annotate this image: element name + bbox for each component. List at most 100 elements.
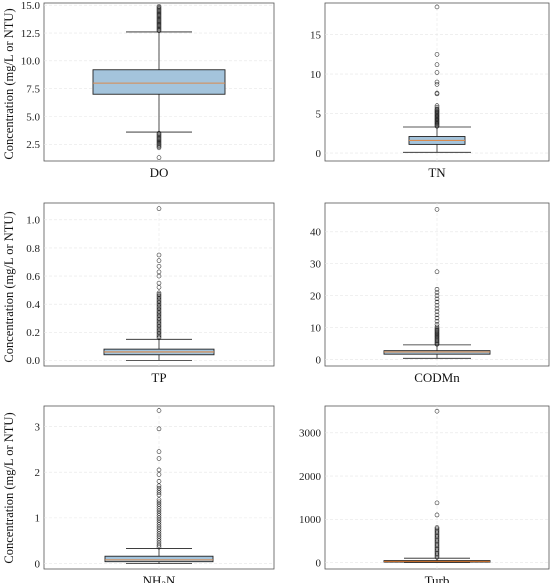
outlier-point [156,10,162,16]
outlier-point [156,25,162,30]
outlier-point [434,408,440,414]
outlier-point [156,501,162,507]
outlier-point [434,324,440,330]
outlier-point [156,22,162,28]
outlier-point [156,138,162,144]
outlier-point [434,512,440,518]
outlier-point [434,290,440,295]
y-tick-label: 0 [35,558,41,570]
outlier-point [156,206,162,211]
y-tick-label: 0.8 [26,243,40,255]
outlier-point [156,26,162,31]
outlier-point [156,19,162,25]
outlier-point [156,538,162,543]
outlier-point [156,18,162,24]
outlier-point [156,280,162,286]
outlier-point [156,24,162,29]
outlier-point [156,508,162,514]
y-tick-label: 0 [316,148,322,160]
x-category-label: TN [428,165,446,180]
y-tick-label: 5.0 [26,111,40,123]
y-axis-title-row1: Concentration (mg/L or NTU) [2,8,16,159]
y-tick-label: 20 [310,290,322,302]
iqr-box [104,555,214,563]
y-tick-label: 5 [316,108,322,120]
outlier-point [156,137,162,143]
outlier-point [434,500,440,506]
outlier-point [434,527,440,533]
y-tick-label: 10.0 [21,56,41,68]
outlier-point [156,155,162,160]
outlier-point [156,7,162,12]
outlier-point [156,4,162,9]
outlier-point [156,449,162,454]
outlier-point [156,292,162,297]
y-tick-label: 0.6 [26,271,40,283]
outlier-point [434,269,440,274]
x-category-label: Turb [425,573,450,583]
outlier-point [156,136,162,142]
x-category-label: NH3N [143,573,176,583]
outlier-point [156,542,162,548]
outlier-point [156,490,162,496]
outlier-point [434,79,440,85]
outlier-point [156,290,162,296]
outlier-point [156,408,162,413]
y-tick-label: 2 [35,467,41,479]
outlier-point [156,263,162,269]
outlier-point [156,9,162,15]
outlier-point [156,133,162,138]
outlier-point [434,4,440,10]
y-tick-label: 2000 [299,471,322,483]
y-tick-label: 3 [35,421,41,433]
outlier-point [156,14,162,19]
outlier-point [156,16,162,21]
outlier-point [434,299,440,305]
panel-nh3n: 0 1 2 3 NH3N [35,405,275,583]
panel-turb: 0 1000 2000 3000 Turb [299,405,550,583]
outlier-point [434,296,440,302]
outlier-point [434,207,440,212]
outlier-point [156,258,162,263]
y-tick-label: 12.5 [21,28,41,40]
outlier-point [434,70,440,75]
y-axis-title-row3: Concentration (mg/L or NTU) [2,412,16,563]
outlier-point [156,488,162,493]
outlier-point [434,526,440,532]
outlier-point [156,140,162,146]
outlier-point [434,318,440,324]
y-axis-title-row2: Concentration (mg/L or NTU) [2,211,16,362]
outlier-point [156,531,162,537]
outlier-point [156,497,162,502]
outlier-point [156,529,162,534]
outlier-point [156,145,162,150]
outlier-point [156,467,162,473]
y-tick-label: 0.4 [26,299,40,311]
outlier-point [156,524,162,530]
outlier-point [156,472,162,477]
outlier-point [156,527,162,532]
outlier-point [156,456,162,461]
outlier-point [156,485,162,491]
outlier-point [156,513,162,518]
outlier-point [156,135,162,140]
y-tick-label: 0.2 [26,327,40,339]
outlier-point [156,479,162,484]
panel-do: 2.5 5.0 7.5 10.0 12.5 15.0 DO [21,0,275,180]
outlier-point [156,142,162,147]
outlier-point [156,492,162,498]
panel-tp: 0.0 0.2 0.4 0.6 0.8 1.0 TP [26,202,275,385]
outlier-point [156,293,162,299]
panel-codmn: 0 10 20 30 40 CODMn [310,202,550,385]
outlier-point [156,15,162,20]
outlier-point [156,6,162,11]
y-tick-label: 15 [310,29,322,41]
outlier-point [156,8,162,14]
y-tick-label: 0 [316,557,322,569]
outlier-point [156,20,162,26]
y-tick-label: 1000 [299,514,322,526]
outlier-point [156,11,162,17]
y-tick-label: 10 [310,322,322,334]
outlier-point [156,144,162,149]
